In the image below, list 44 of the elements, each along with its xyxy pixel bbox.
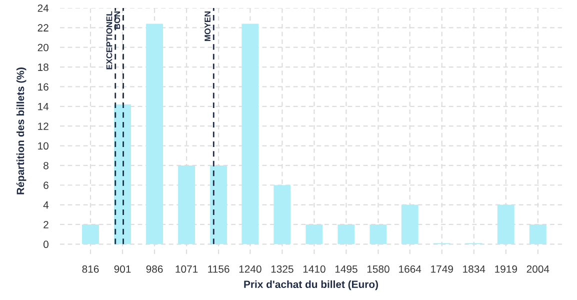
ref-line-label: MOYEN [204,12,210,41]
bar [242,24,259,244]
y-tick-label: 8 [44,162,48,170]
x-tick-label: 901 [114,265,131,273]
bar [529,224,546,244]
y-tick-label: 14 [38,103,49,110]
x-tick-label: 1580 [367,265,390,273]
bar [401,204,418,244]
bar [338,224,355,244]
y-tick-label: 18 [38,64,48,71]
bar [146,24,163,244]
x-tick-label: 986 [146,265,163,273]
y-tick-label: 12 [38,122,48,130]
y-tick-label: 16 [38,83,48,91]
bar [306,224,323,244]
y-tick-label: 20 [38,44,48,52]
x-tick-label: 1156 [208,265,230,273]
x-tick-label: 1410 [303,265,326,273]
bar [178,165,196,244]
y-tick-label: 2 [44,220,48,228]
bar [497,204,514,244]
ref-line-label: EXCEPTIONEL [106,11,112,70]
x-tick-label: 1325 [271,265,294,273]
bar [274,185,291,244]
x-tick-label: 1240 [239,265,262,273]
bar [210,165,228,244]
x-tick-label: 1664 [399,265,422,273]
x-tick-label: 1749 [431,265,453,273]
y-axis-title: Répartition des billets (%) [16,68,26,194]
x-tick-label: 1495 [335,265,358,273]
y-tick-label: 22 [38,24,48,32]
bar [82,224,99,244]
y-tick-label: 6 [44,182,48,189]
x-tick-label: 816 [82,265,99,273]
x-tick-label: 1071 [176,265,198,273]
x-axis-title: Prix d'achat du billet (Euro) [244,280,378,290]
bar [370,224,387,244]
y-tick-label: 4 [43,201,49,209]
x-tick-label: 1919 [495,265,517,273]
y-tick-label: 0 [44,240,48,248]
x-tick-label: 2004 [526,265,550,273]
y-tick-label: 10 [38,142,48,150]
x-tick-label: 1834 [463,265,486,273]
y-tick-label: 24 [38,4,49,12]
